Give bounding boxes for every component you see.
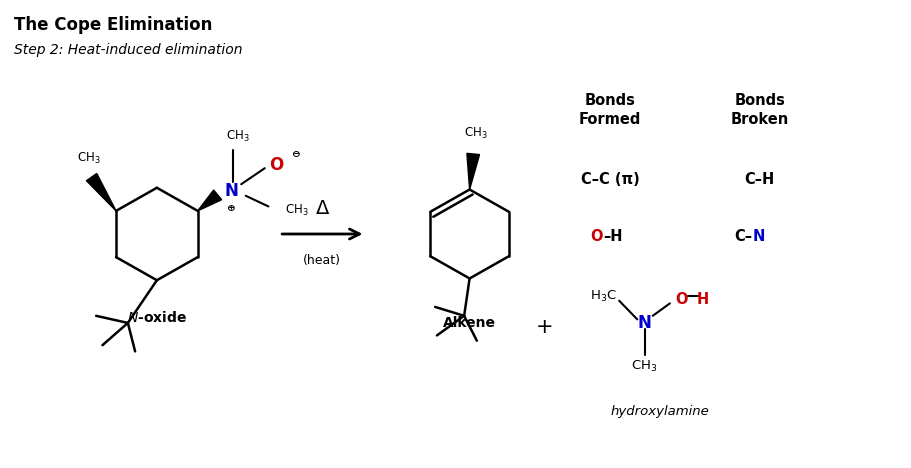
Text: C–H: C–H: [743, 172, 774, 187]
Polygon shape: [87, 174, 116, 211]
Text: $\Delta$: $\Delta$: [314, 199, 330, 218]
Text: CH$_3$: CH$_3$: [464, 125, 487, 140]
Text: Bonds
Broken: Bonds Broken: [730, 94, 788, 127]
Text: The Cope Elimination: The Cope Elimination: [14, 16, 211, 34]
Polygon shape: [466, 154, 479, 190]
Text: –H: –H: [602, 229, 621, 244]
Text: Alkene: Alkene: [443, 316, 496, 330]
Text: CH$_3$: CH$_3$: [284, 203, 308, 219]
Text: +: +: [536, 317, 553, 337]
Text: H: H: [695, 292, 708, 307]
Text: hydroxylamine: hydroxylamine: [609, 405, 709, 418]
Text: (heat): (heat): [303, 254, 341, 267]
Text: $\mathbf{\ominus}$: $\mathbf{\ominus}$: [291, 149, 301, 159]
Text: CH$_3$: CH$_3$: [226, 129, 249, 144]
Text: C–C (π): C–C (π): [580, 172, 639, 187]
Text: CH$_3$: CH$_3$: [77, 151, 100, 167]
Text: N: N: [225, 183, 239, 200]
Text: O: O: [589, 229, 602, 244]
Text: Step 2: Heat-induced elimination: Step 2: Heat-induced elimination: [14, 43, 242, 57]
Text: N: N: [637, 314, 650, 332]
Text: H$_3$C: H$_3$C: [589, 289, 617, 304]
Text: $\it{N}$-oxide: $\it{N}$-oxide: [127, 310, 187, 325]
Text: O: O: [269, 156, 283, 174]
Text: CH$_3$: CH$_3$: [630, 358, 657, 373]
Polygon shape: [198, 190, 221, 211]
Text: C–: C–: [733, 229, 752, 244]
Text: O: O: [675, 292, 687, 307]
Text: Bonds
Formed: Bonds Formed: [578, 94, 640, 127]
Text: $\mathbf{\oplus}$: $\mathbf{\oplus}$: [226, 203, 235, 213]
Text: N: N: [752, 229, 764, 244]
